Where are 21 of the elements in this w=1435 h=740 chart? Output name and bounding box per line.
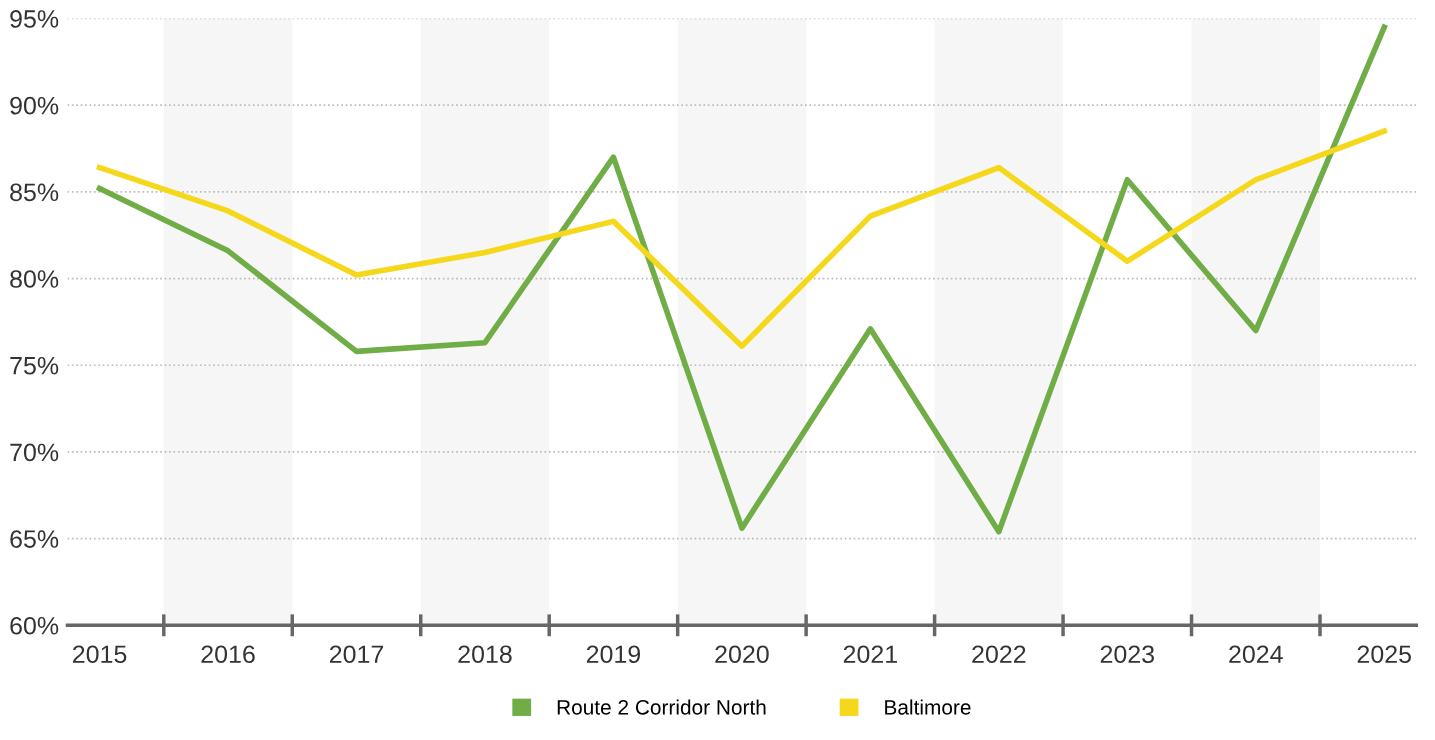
x-tick-label: 2015 <box>73 645 127 664</box>
x-tick-label: 2024 <box>1229 645 1283 664</box>
y-tick-label: 90% <box>10 96 59 115</box>
y-tick-label: 70% <box>10 443 59 462</box>
y-tick-label: 80% <box>10 270 59 288</box>
legend-label: Baltimore <box>885 699 971 715</box>
x-tick-label: 2022 <box>972 645 1026 664</box>
y-tick-label: 95% <box>10 10 59 28</box>
x-tick-label: 2020 <box>715 645 769 664</box>
x-tick-label: 2023 <box>1100 645 1155 664</box>
y-tick-label: 60% <box>10 616 59 635</box>
legend-label: Route 2 Corridor North <box>557 699 766 715</box>
x-tick-label: 2018 <box>458 645 512 664</box>
x-tick-label: 2017 <box>329 645 384 664</box>
y-tick-label: 65% <box>10 530 59 548</box>
x-tick-label: 2025 <box>1357 645 1411 664</box>
y-tick-label: 75% <box>10 356 59 375</box>
x-tick-label: 2019 <box>586 645 641 664</box>
x-tick-label: 2021 <box>843 645 897 664</box>
y-tick-label: 85% <box>10 183 59 202</box>
x-tick-label: 2016 <box>201 645 255 664</box>
